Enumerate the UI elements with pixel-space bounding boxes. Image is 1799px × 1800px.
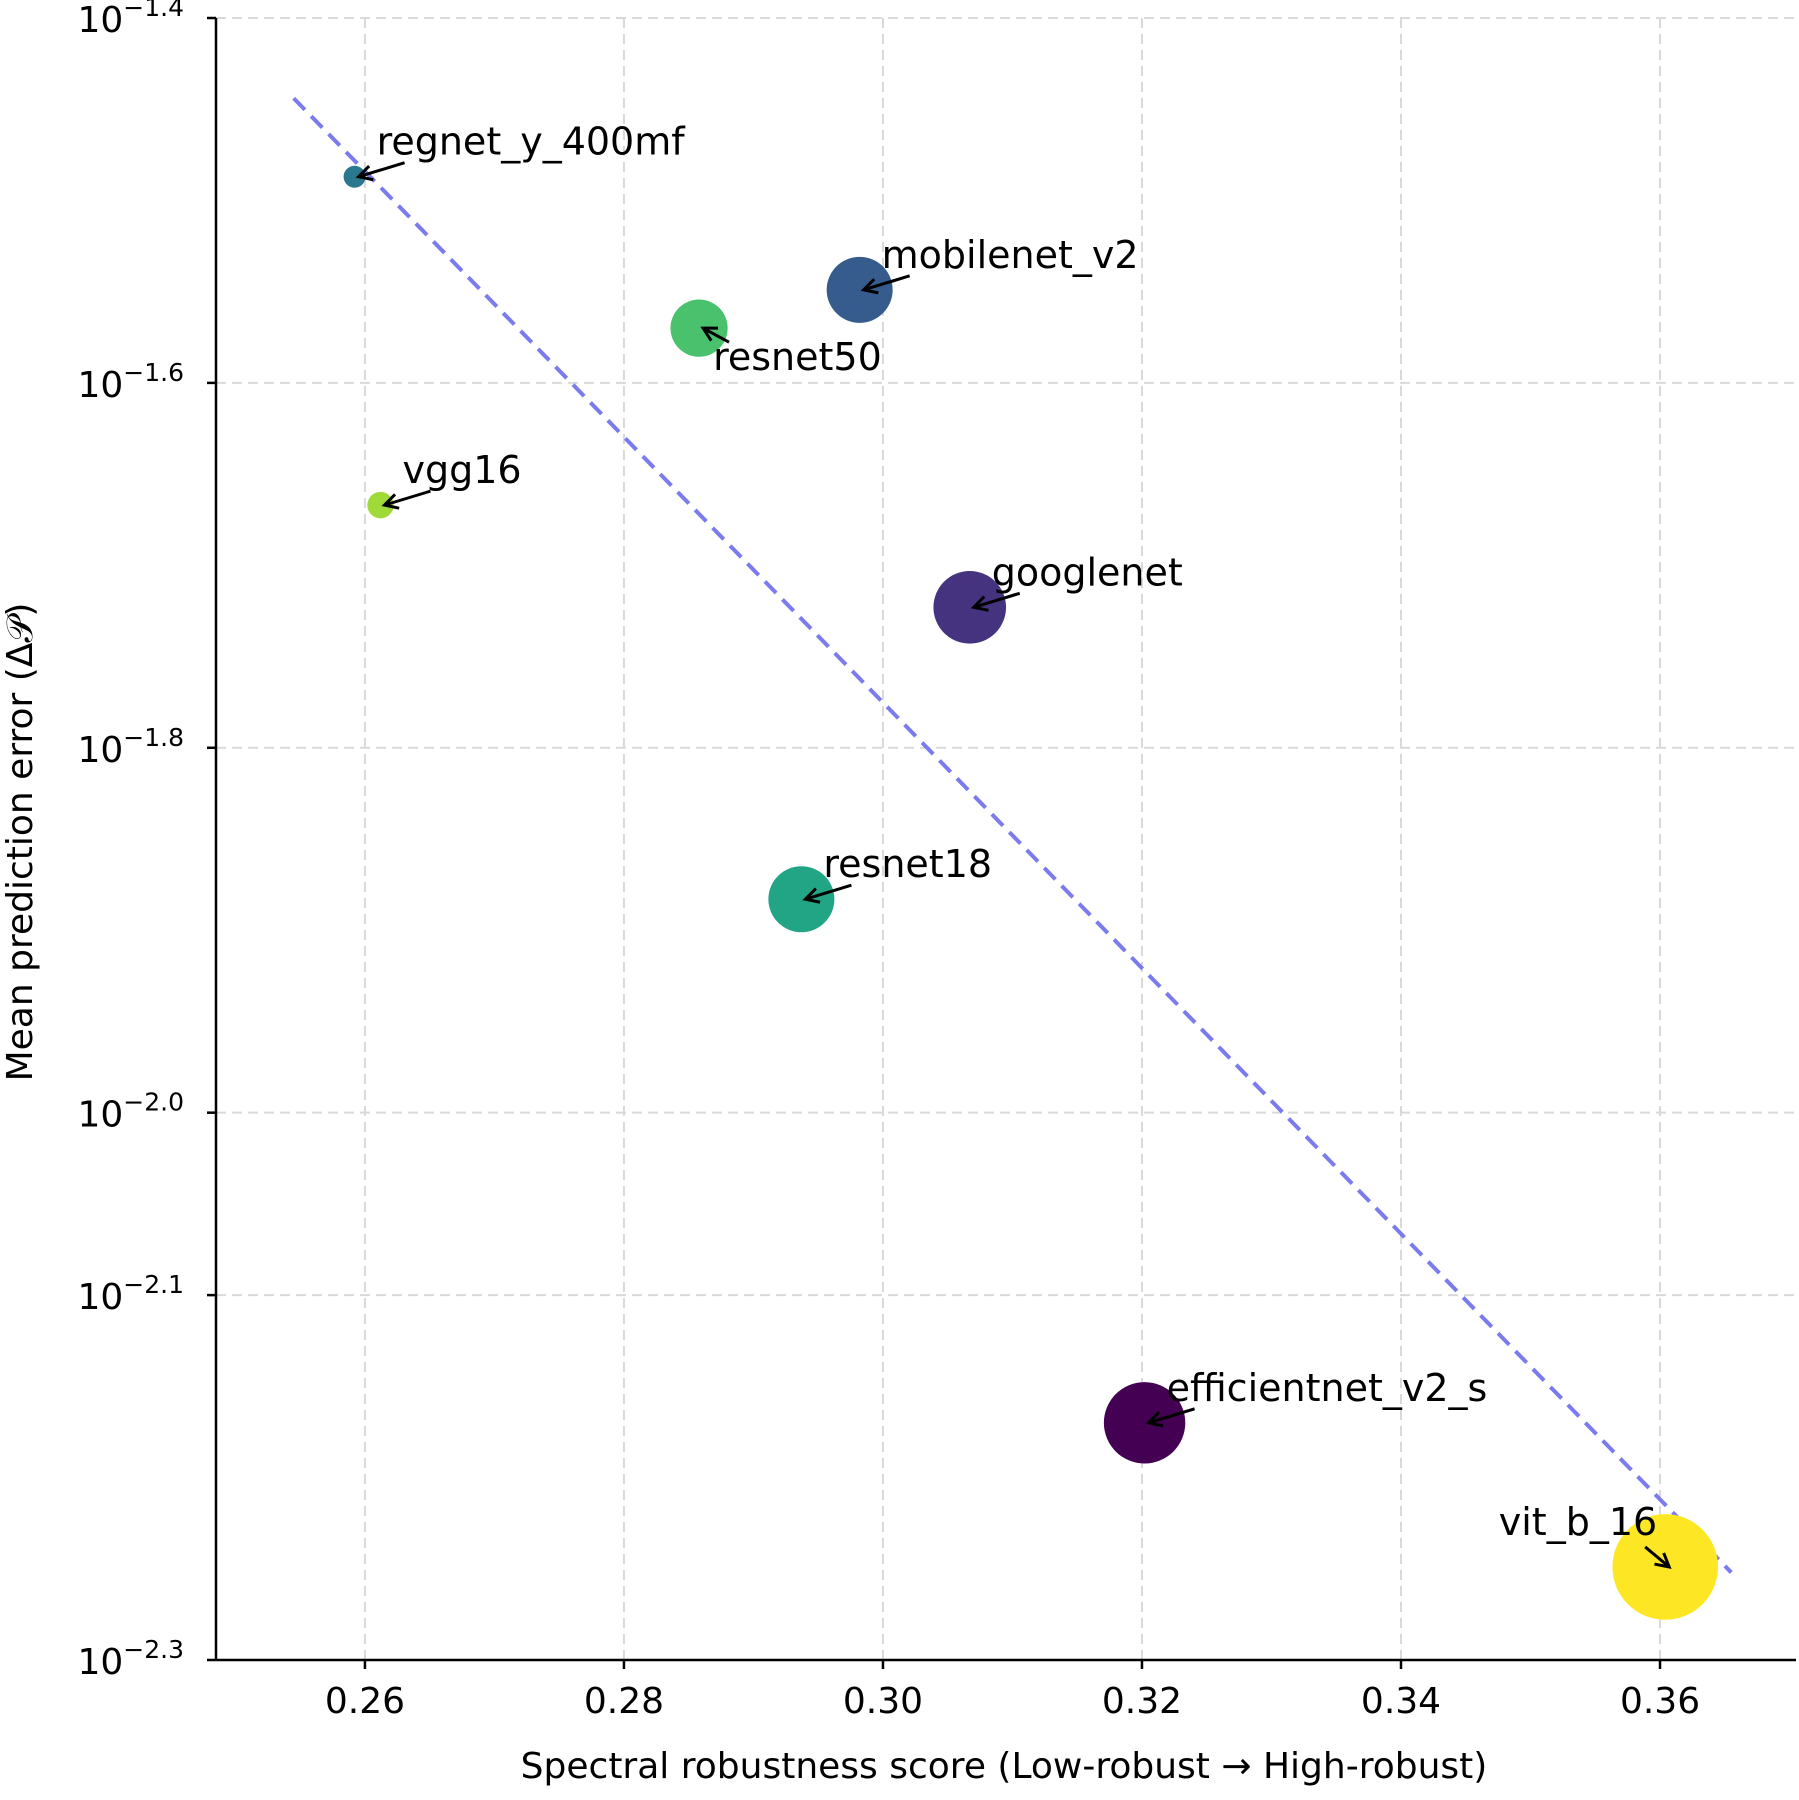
annotation-arrow [860,274,911,295]
trend-line-layer [292,96,1733,1574]
x-tick-label: 0.30 [843,1681,923,1722]
annotation-arrow [1145,1407,1196,1428]
point-mobilenet_v2 [826,256,893,323]
annotation-label: googlenet [992,550,1183,594]
y-axis-title: Mean prediction error (Δ𝒫) [0,603,41,1082]
annotation-label: vit_b_16 [1499,1500,1657,1544]
trend-line [292,96,1733,1574]
x-tick-label: 0.28 [584,1681,664,1722]
y-tick-label: 10−1.8 [77,723,184,771]
annotation-arrow [970,591,1021,612]
data-points [343,165,1718,1620]
annotation-label: vgg16 [402,448,521,492]
annotation-arrow [1644,1545,1672,1569]
x-ticks: 0.26 0.28 0.30 0.32 0.34 0.36 [325,1660,1700,1722]
annotation-label: efficientnet_v2_s [1167,1366,1488,1410]
annotation-arrow [700,326,730,344]
y-ticks: 10−1.4 10−1.6 10−1.8 10−2.0 10−2.1 10−2.3 [77,0,216,1683]
annotation-label: regnet_y_400mf [377,120,687,164]
annotation-arrow [802,883,852,904]
y-tick-label: 10−2.3 [77,1635,184,1683]
annotation-label: mobilenet_v2 [882,233,1139,277]
point-vgg16 [367,491,394,519]
point-regnet_y_400mf [343,165,366,188]
point-efficientnet_v2_s [1103,1382,1186,1464]
point-annotations: regnet_y_400mf vgg16 resnet50 mobilenet_v2g… [355,120,1672,1569]
y-tick-label: 10−2.0 [77,1088,184,1136]
point-googlenet [933,570,1007,644]
point-resnet50 [670,299,728,357]
y-tick-label: 10−1.6 [77,358,184,406]
x-tick-label: 0.34 [1361,1681,1441,1722]
y-tick-label: 10−1.4 [77,0,184,41]
x-axis-title: Spectral robustness score (Low-robust → … [521,1746,1488,1787]
annotation-label: resnet18 [823,842,992,886]
x-tick-label: 0.32 [1102,1681,1182,1722]
x-tick-label: 0.36 [1620,1681,1700,1722]
point-resnet18 [768,866,835,933]
axes [214,18,1796,1662]
annotation-label: resnet50 [713,335,882,379]
annotation-arrow [355,161,406,182]
annotation-arrow [381,489,431,510]
x-tick-label: 0.26 [325,1681,405,1722]
y-tick-label: 10−2.1 [77,1270,184,1318]
